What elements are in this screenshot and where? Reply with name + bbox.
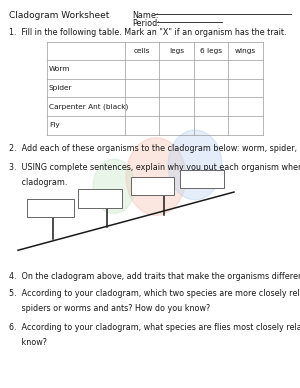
Text: know?: know? — [9, 338, 47, 346]
Circle shape — [168, 130, 222, 200]
Text: spiders or worms and ants? How do you know?: spiders or worms and ants? How do you kn… — [9, 304, 210, 313]
Bar — [27, 199, 74, 217]
Text: 6.  According to your cladogram, what species are flies most closely related to?: 6. According to your cladogram, what spe… — [9, 323, 300, 332]
Circle shape — [93, 159, 135, 213]
Text: cladogram.: cladogram. — [9, 178, 68, 187]
Text: Cladogram Worksheet: Cladogram Worksheet — [9, 11, 109, 20]
Text: 3.  USING complete sentences, explain why you put each organism where you did on: 3. USING complete sentences, explain why… — [9, 163, 300, 172]
Text: Spider: Spider — [49, 85, 72, 91]
Text: 2.  Add each of these organisms to the cladogram below: worm, spider, ant, fly: 2. Add each of these organisms to the cl… — [9, 144, 300, 153]
Circle shape — [126, 138, 186, 215]
Text: 5.  According to your cladogram, which two species are more closely related: wor: 5. According to your cladogram, which tw… — [9, 289, 300, 298]
Text: Period:: Period: — [132, 19, 160, 28]
Text: 1.  Fill in the following table. Mark an "X" if an organism has the trait.: 1. Fill in the following table. Mark an … — [9, 28, 286, 37]
Text: wings: wings — [235, 48, 256, 54]
Text: legs: legs — [169, 48, 184, 54]
Text: 6 legs: 6 legs — [200, 48, 222, 54]
Text: Worm: Worm — [49, 66, 70, 73]
Text: cells: cells — [134, 48, 150, 54]
Text: Fly: Fly — [49, 122, 60, 128]
Bar — [130, 177, 174, 195]
Text: Name:: Name: — [132, 11, 158, 20]
Text: 4.  On the cladogram above, add traits that make the organisms different from ea: 4. On the cladogram above, add traits th… — [9, 272, 300, 281]
Bar — [78, 189, 122, 208]
Bar — [180, 170, 224, 188]
Text: Carpenter Ant (black): Carpenter Ant (black) — [49, 104, 128, 110]
